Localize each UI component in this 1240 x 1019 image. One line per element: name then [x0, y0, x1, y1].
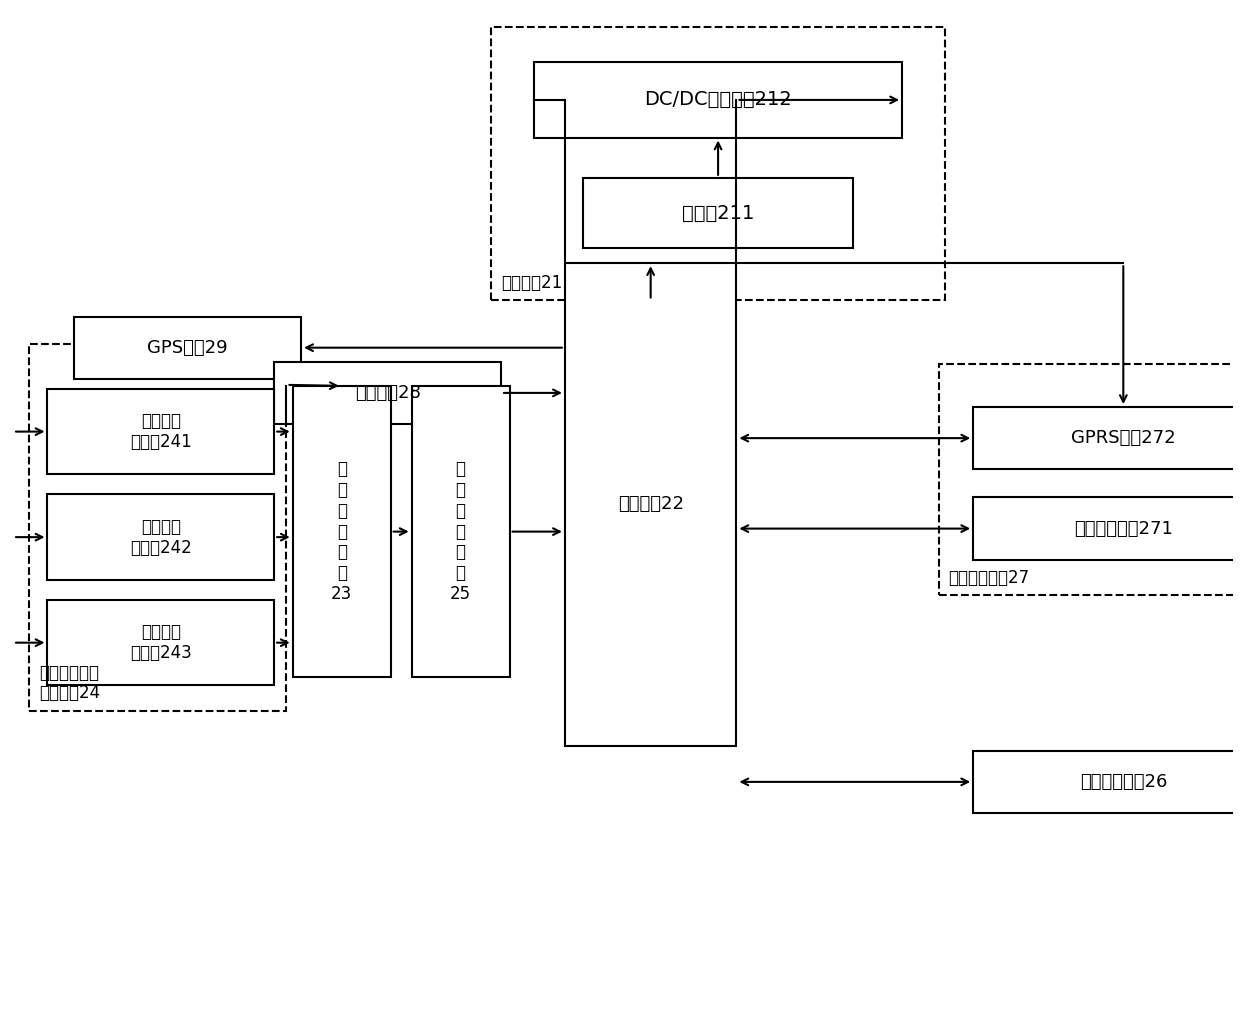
Bar: [973, 497, 1240, 559]
Text: 模
数
转
换
单
元
25: 模 数 转 换 单 元 25: [450, 461, 471, 603]
Text: 土壤水分
传感器241: 土壤水分 传感器241: [130, 413, 192, 451]
Text: DC/DC升压模块212: DC/DC升压模块212: [645, 91, 792, 109]
Text: GPS模块29: GPS模块29: [148, 338, 228, 357]
Text: 供电单元21: 供电单元21: [501, 274, 562, 292]
Text: 土壤水势
传感器243: 土壤水势 传感器243: [130, 624, 192, 662]
Bar: [74, 317, 301, 379]
Text: 无线通信模块271: 无线通信模块271: [1074, 520, 1173, 538]
Bar: [293, 386, 391, 678]
Bar: [274, 362, 501, 424]
Bar: [491, 28, 945, 301]
Bar: [412, 386, 510, 678]
Text: 数据存储单元26: 数据存储单元26: [1080, 772, 1167, 791]
Bar: [47, 494, 274, 580]
Bar: [565, 263, 737, 746]
Text: 电池组211: 电池组211: [682, 204, 754, 222]
Bar: [583, 177, 853, 249]
Text: 土壤水分信息
采集单元24: 土壤水分信息 采集单元24: [38, 663, 100, 702]
Text: 多
路
选
择
开
关
23: 多 路 选 择 开 关 23: [331, 461, 352, 603]
Bar: [973, 751, 1240, 813]
Text: 土壤温度
传感器242: 土壤温度 传感器242: [130, 518, 192, 556]
Text: 倾斜开关28: 倾斜开关28: [355, 384, 420, 401]
Bar: [29, 343, 286, 710]
Bar: [47, 600, 274, 686]
Text: 微处理器22: 微处理器22: [618, 495, 683, 514]
Text: 数据传输单元27: 数据传输单元27: [949, 569, 1029, 587]
Text: GPRS模块272: GPRS模块272: [1071, 429, 1176, 447]
Bar: [47, 389, 274, 474]
Bar: [534, 62, 901, 138]
Bar: [939, 364, 1240, 595]
Bar: [973, 407, 1240, 470]
